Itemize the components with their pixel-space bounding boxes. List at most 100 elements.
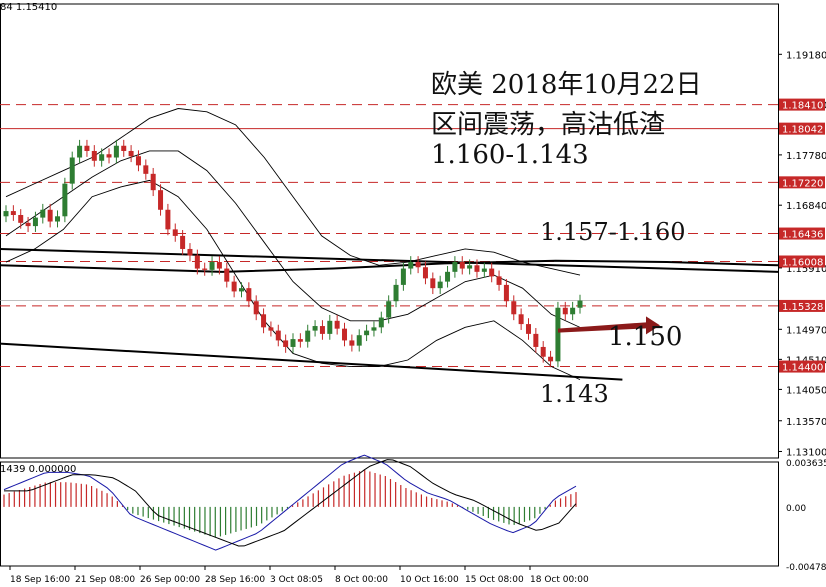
level-label: 1.16008 xyxy=(782,258,823,269)
candle-body xyxy=(386,301,392,318)
bollinger-mid xyxy=(5,150,581,328)
x-tick-label: 3 Oct 08:05 xyxy=(270,575,323,585)
candle-body xyxy=(121,145,127,151)
candle-body xyxy=(518,314,524,325)
x-tick-label: 21 Sep 08:00 xyxy=(75,575,135,585)
x-tick-label: 10 Oct 16:00 xyxy=(400,575,459,585)
macd-panel: 0.003635 0.00 -0.004785 xyxy=(3,454,826,573)
candle-body xyxy=(253,301,259,315)
level-label-bg xyxy=(779,227,825,240)
x-tick-label: 8 Oct 00:00 xyxy=(335,575,388,585)
candle-body xyxy=(371,327,377,331)
candle-body xyxy=(143,165,149,174)
candle-body xyxy=(261,314,267,328)
candle-body xyxy=(3,211,9,217)
candle-body xyxy=(327,320,333,334)
macd-line xyxy=(3,454,577,551)
level-label-bg xyxy=(779,360,825,373)
candle-body xyxy=(180,235,186,249)
y-tick-label: 1.19180 xyxy=(786,50,826,61)
arrow-shape xyxy=(558,316,660,335)
candle-body xyxy=(503,284,509,302)
candle-body xyxy=(165,209,171,230)
candle-body xyxy=(467,265,473,269)
candle-body xyxy=(570,307,576,315)
candle-body xyxy=(84,145,90,151)
candle-body xyxy=(364,330,370,336)
candle-body xyxy=(113,145,119,158)
level-label-bg xyxy=(779,299,825,312)
level-label-bg xyxy=(779,255,825,268)
candle-body xyxy=(393,284,399,302)
level-label: 1.16436 xyxy=(782,230,823,241)
level-label: 1.14400 xyxy=(782,363,823,374)
candle-body xyxy=(437,281,443,289)
candle-body xyxy=(231,281,237,292)
target-arrow xyxy=(558,316,660,335)
candle-body xyxy=(283,340,289,347)
level-label: 1.17220 xyxy=(782,178,823,189)
candle-body xyxy=(319,326,325,334)
candle-body xyxy=(577,300,583,308)
level-label: 1.18410 xyxy=(782,101,823,112)
bollinger-lower xyxy=(5,179,581,381)
y-tick-label: 1.14970 xyxy=(786,325,826,336)
candle-body xyxy=(238,288,244,292)
candle-body xyxy=(246,288,252,302)
annotation-support: 1.143 xyxy=(540,380,609,408)
candle-body xyxy=(55,216,61,222)
candle-body xyxy=(297,339,303,342)
candle-body xyxy=(562,307,568,315)
candle-body xyxy=(128,150,134,157)
y-tick-label: 1.13570 xyxy=(786,417,826,428)
macd-tick-label: -0.004785 xyxy=(786,563,826,573)
annotation-resistance: 1.157-1.160 xyxy=(540,218,686,246)
candle-body xyxy=(430,278,436,289)
moving-average-line xyxy=(0,259,779,273)
candle-body xyxy=(99,154,105,161)
candle-body xyxy=(511,301,517,315)
candle-body xyxy=(135,156,141,166)
candle-body xyxy=(32,217,38,227)
price-frame xyxy=(0,3,779,459)
candle-body xyxy=(334,320,340,329)
annotation-target: 1.150 xyxy=(608,322,683,352)
candle-body xyxy=(106,154,112,158)
candle-body xyxy=(408,262,414,269)
candle-body xyxy=(548,356,554,362)
candle-body xyxy=(194,255,200,269)
candle-body xyxy=(10,211,16,215)
candle-body xyxy=(209,262,215,270)
candle-body xyxy=(25,222,31,227)
x-tick-label: 28 Sep 16:00 xyxy=(205,575,265,585)
trend-line-lower xyxy=(0,342,623,381)
y-tick-label: 1.16840 xyxy=(786,201,826,212)
ohlc-readout: 84 1.15410 xyxy=(0,2,58,13)
annotation-title: 欧美 2018年10月22日 xyxy=(431,70,702,100)
signal-line xyxy=(4,459,577,547)
candle-body xyxy=(496,276,502,285)
candle-body xyxy=(150,173,156,191)
candle-body xyxy=(91,150,97,161)
candle-body xyxy=(69,157,75,184)
x-tick-label: 15 Oct 08:00 xyxy=(465,575,524,585)
candle-body xyxy=(40,209,46,218)
trend-line-upper xyxy=(0,247,779,273)
candle-body xyxy=(400,268,406,285)
macd-tick-label: 0.00 xyxy=(786,504,806,514)
y-tick-label: 1.15910 xyxy=(786,264,826,275)
candle-body xyxy=(415,262,421,268)
candle-body xyxy=(459,262,465,269)
candle-body xyxy=(216,262,222,269)
candle-body xyxy=(422,267,428,279)
candle-body xyxy=(349,340,355,346)
candle-body xyxy=(275,330,281,341)
candle-body xyxy=(356,335,362,346)
candle-body xyxy=(533,333,539,347)
candlesticks xyxy=(3,139,583,368)
level-label-bg xyxy=(779,176,825,189)
macd-readout: 1439 0.000000 xyxy=(0,464,77,475)
x-tick-label: 18 Oct 00:00 xyxy=(530,575,589,585)
level-label: 1.18042 xyxy=(782,125,823,136)
trend-lines xyxy=(0,247,779,381)
